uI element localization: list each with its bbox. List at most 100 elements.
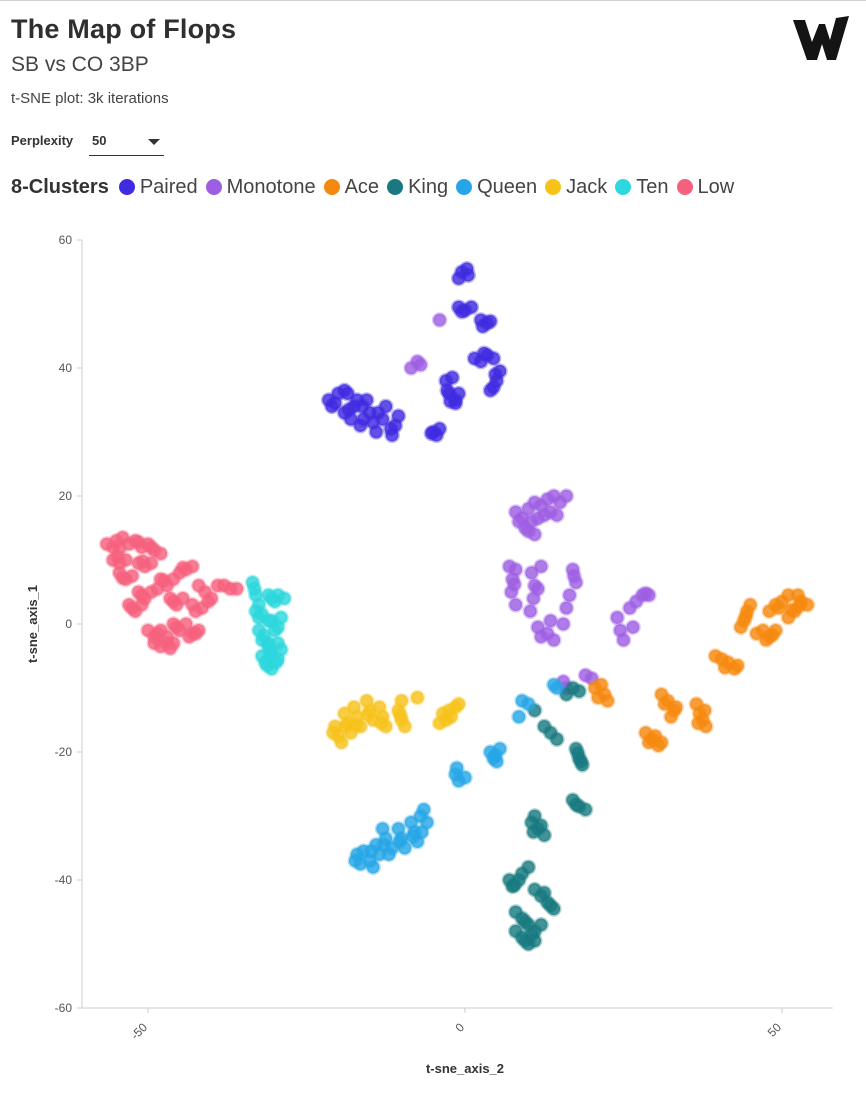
data-point	[568, 796, 584, 813]
legend-item-ten[interactable]: Ten	[615, 176, 669, 199]
data-point	[149, 581, 166, 597]
data-point	[444, 369, 461, 386]
data-point	[190, 622, 207, 639]
data-point	[124, 600, 140, 616]
y-tick-label: 60	[59, 233, 73, 247]
data-point	[558, 488, 575, 504]
data-point	[256, 627, 272, 644]
legend-item-jack[interactable]: Jack	[545, 176, 607, 199]
data-point	[370, 405, 386, 421]
legend-label: Queen	[477, 175, 538, 198]
data-point	[341, 401, 357, 418]
data-point	[222, 581, 239, 597]
data-point	[717, 659, 733, 676]
data-point	[549, 731, 565, 748]
data-point	[391, 833, 408, 850]
legend-item-queen[interactable]: Queen	[456, 176, 537, 199]
legend-swatch	[118, 179, 135, 195]
tsne-scatter-chart: 60 40 20 0 -20 -40 -60 -50 0 50 t-sne_axis_1 t-sn…	[25, 233, 833, 1076]
data-point	[373, 715, 390, 732]
data-point	[511, 513, 527, 530]
x-axis-label: t-sne_axis_2	[426, 1061, 504, 1076]
data-point	[507, 597, 524, 613]
legend-swatch	[323, 179, 340, 195]
data-point	[390, 408, 407, 424]
data-point	[268, 654, 284, 671]
data-point	[454, 303, 470, 320]
data-point	[114, 570, 131, 586]
cluster-ten	[244, 574, 293, 677]
data-point	[696, 702, 713, 719]
data-point	[273, 609, 289, 626]
legend-swatch	[456, 179, 473, 195]
data-point	[325, 725, 341, 741]
legend-item-low[interactable]: Low	[676, 176, 734, 199]
data-point	[409, 689, 426, 706]
y-axis-label: t-sne_axis_1	[25, 585, 40, 663]
data-point	[143, 539, 159, 556]
data-point	[573, 753, 589, 770]
data-point	[555, 616, 572, 632]
data-point	[347, 853, 364, 869]
data-point	[599, 693, 616, 709]
data-point	[431, 715, 448, 732]
data-point	[549, 507, 565, 524]
data-point	[363, 843, 380, 860]
data-point	[168, 619, 185, 636]
data-point	[561, 587, 578, 604]
data-point	[348, 717, 364, 733]
data-point	[442, 393, 459, 410]
chart-description: t-SNE plot: 3k iterations	[11, 90, 169, 107]
legend-swatch	[545, 179, 562, 195]
legend-item-monotone[interactable]: Monotone	[205, 176, 316, 199]
data-point	[251, 609, 267, 626]
data-point	[487, 747, 504, 764]
data-point	[492, 363, 508, 379]
cluster-paired	[320, 261, 508, 443]
data-point	[383, 421, 399, 437]
perplexity-dropdown[interactable]: 50	[89, 128, 164, 156]
cluster-king	[501, 680, 594, 952]
data-point	[653, 734, 670, 751]
data-point	[668, 699, 684, 716]
data-point	[276, 590, 293, 607]
data-point	[690, 715, 707, 732]
legend-label: Ace	[344, 175, 380, 198]
data-point	[615, 632, 632, 648]
data-point	[360, 707, 376, 723]
data-point	[200, 593, 216, 610]
data-point	[376, 837, 392, 853]
data-point	[175, 559, 191, 576]
data-point	[354, 398, 371, 415]
data-point	[536, 885, 553, 901]
data-point	[333, 734, 350, 751]
cluster-jack	[325, 689, 467, 751]
data-point	[742, 597, 759, 613]
data-point	[130, 534, 147, 550]
data-point	[482, 313, 499, 330]
data-point	[443, 709, 459, 725]
data-point	[431, 312, 448, 328]
y-tick-label: -40	[55, 873, 73, 887]
data-point	[542, 613, 559, 629]
legend-item-paired[interactable]: Paired	[118, 176, 198, 199]
data-point	[526, 526, 543, 543]
data-point	[397, 718, 413, 735]
cluster-queen	[347, 677, 565, 876]
data-point	[549, 680, 565, 696]
data-point	[546, 632, 562, 648]
legend-item-ace[interactable]: Ace	[323, 175, 380, 199]
data-point	[609, 609, 626, 626]
y-tick-label: 40	[59, 361, 73, 375]
w-logo-icon	[793, 16, 849, 60]
data-point	[522, 603, 539, 620]
perplexity-value: 50	[92, 133, 107, 148]
data-point	[135, 553, 151, 570]
data-point	[450, 270, 467, 287]
page-subtitle: SB vs CO 3BP	[11, 53, 149, 76]
data-point	[533, 917, 549, 933]
data-point	[412, 357, 429, 373]
data-point	[476, 345, 492, 362]
data-point	[449, 760, 465, 776]
legend-item-king[interactable]: King	[387, 176, 448, 199]
